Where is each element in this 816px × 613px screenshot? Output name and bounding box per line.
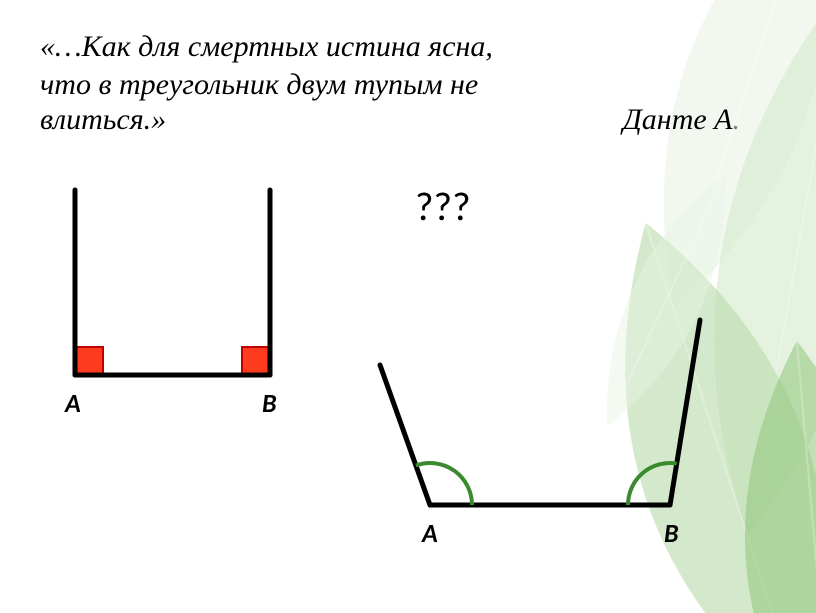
quote-line-1: «…Как для смертных истина ясна, bbox=[40, 28, 780, 66]
diagram-obtuse-angles: A B bbox=[375, 310, 735, 570]
diagram-right-angles: A B bbox=[55, 180, 315, 440]
quote-author: Данте А. bbox=[623, 103, 740, 137]
quote-block: «…Как для смертных истина ясна, что в тр… bbox=[40, 28, 780, 137]
quote-line-2: что в треугольник двум тупым не bbox=[40, 66, 780, 104]
vertex-label-b-right: B bbox=[664, 517, 679, 549]
vertex-label-a-right: A bbox=[422, 517, 438, 549]
question-marks: ??? bbox=[415, 182, 471, 231]
vertex-label-a-left: A bbox=[65, 387, 81, 419]
quote-line-3: влиться.» bbox=[40, 103, 166, 137]
vertex-label-b-left: B bbox=[262, 387, 277, 419]
